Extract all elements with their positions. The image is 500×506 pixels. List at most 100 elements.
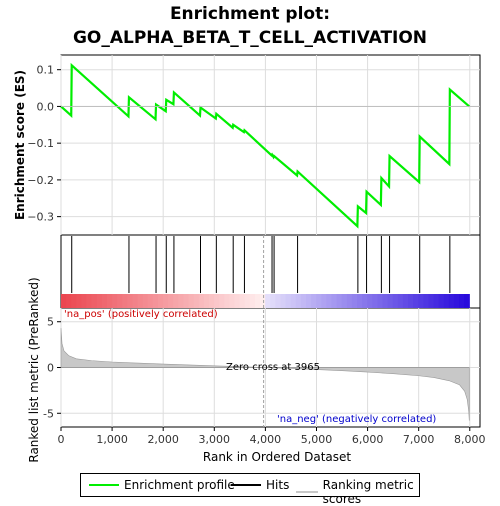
es-y-tick-label: −0.3	[27, 211, 54, 224]
heatmap-cell	[152, 294, 159, 308]
heatmap-cell	[351, 294, 358, 308]
es-gridlines	[60, 55, 480, 235]
heatmap-cell	[305, 294, 312, 308]
heatmap-cell	[76, 294, 83, 308]
heatmap-cell	[265, 294, 271, 308]
es-polyline	[60, 62, 470, 229]
heatmap-cell	[66, 294, 72, 308]
heatmap-cell	[459, 294, 465, 308]
heatmap-cell	[443, 294, 450, 308]
heatmap-cell	[106, 294, 113, 308]
hit-marks	[71, 236, 451, 293]
heatmap-cell	[336, 294, 343, 308]
heatmap-cell	[147, 294, 154, 308]
heatmap-cell	[254, 294, 261, 308]
heatmap-cell	[168, 294, 174, 308]
x-tick-label: 2,000	[147, 433, 179, 446]
es-y-tick-label: −0.1	[27, 137, 54, 150]
heatmap-cell	[418, 294, 424, 308]
x-tick-label: 1,000	[96, 433, 128, 446]
heatmap-cell	[270, 294, 276, 308]
heatmap-cell	[392, 294, 399, 308]
legend-hits-label: Hits	[266, 478, 290, 492]
es-y-tick-label: 0.0	[37, 100, 55, 113]
heatmap-cell	[356, 294, 363, 308]
heatmap-cell	[275, 294, 282, 308]
legend-hits: Hits	[231, 478, 289, 492]
legend-hits-swatch	[231, 484, 261, 486]
heatmap-cell	[428, 294, 435, 308]
heatmap-cell	[362, 294, 368, 308]
metric-y-tick-label: 5	[47, 316, 54, 329]
x-tick-label: 4,000	[250, 433, 282, 446]
heatmap-cell	[193, 294, 200, 308]
heatmap-cell	[112, 294, 118, 308]
metric-y-tick-label: -5	[43, 407, 54, 420]
neg-correlated-label: 'na_neg' (negatively correlated)	[277, 414, 436, 425]
x-ticks: 0 1,000 2,000 3,000 4,000 5,000 6,000 7,000 8,00…	[58, 427, 486, 446]
heatmap-cell	[61, 294, 67, 308]
heatmap-cell	[311, 294, 317, 308]
heatmap-cell	[372, 294, 379, 308]
heatmap-cell	[101, 294, 108, 308]
heatmap-cell	[423, 294, 430, 308]
metric-y-ticks: 5 0 -5	[43, 316, 61, 420]
metric-area-path	[60, 328, 470, 421]
chart-title-line2: GO_ALPHA_BETA_T_CELL_ACTIVATION	[72, 28, 428, 48]
legend: Enrichment profile Hits Ranking metric s…	[80, 473, 420, 506]
heatmap-cell	[367, 294, 373, 308]
heatmap-cell	[280, 294, 287, 308]
legend-ranking-label: Ranking metric scores	[322, 478, 414, 506]
heatmap-cell	[464, 294, 470, 308]
heatmap-cell	[453, 294, 460, 308]
heatmap-cell	[387, 294, 394, 308]
heatmap-cell	[132, 294, 139, 308]
heatmap-cell	[224, 294, 231, 308]
x-tick-label: 3,000	[199, 433, 231, 446]
heatmap-cell	[96, 294, 103, 308]
x-tick-label: 5,000	[301, 433, 333, 446]
x-tick-label: 7,000	[403, 433, 435, 446]
chart-title-line1: Enrichment plot:	[169, 4, 331, 24]
legend-enrichment: Enrichment profile	[89, 478, 235, 492]
metric-y-tick-label: 0	[47, 362, 54, 375]
heatmap-cell	[321, 294, 327, 308]
metric-y-axis-label: Ranked list metric (PreRanked)	[27, 277, 41, 462]
legend-enrichment-label: Enrichment profile	[124, 478, 235, 492]
heatmap-cell	[229, 294, 236, 308]
x-tick-label: 0	[58, 433, 65, 446]
heatmap-cell	[346, 294, 353, 308]
heatmap-cell	[413, 294, 419, 308]
heatmap-cell	[178, 294, 185, 308]
es-y-tick-label: 0.1	[37, 64, 55, 77]
heatmap-cell	[117, 294, 123, 308]
heatmap-cell	[173, 294, 179, 308]
heatmap-cell	[86, 294, 93, 308]
heatmap-cell	[397, 294, 404, 308]
heatmap-cell	[402, 294, 409, 308]
heatmap-cell	[157, 294, 164, 308]
heatmap-cell	[433, 294, 440, 308]
legend-ranking-swatch	[296, 491, 318, 493]
pos-correlated-label: 'na_pos' (positively correlated)	[64, 309, 218, 320]
legend-ranking: Ranking metric scores	[296, 478, 419, 506]
heatmap-cell	[290, 294, 297, 308]
heatmap-cell	[326, 294, 333, 308]
heatmap-cell	[260, 294, 266, 308]
heatmap-cell	[244, 294, 251, 308]
es-panel-frame	[60, 54, 481, 236]
heatmap-cell	[81, 294, 88, 308]
heatmap-cell	[331, 294, 338, 308]
heatmap-cell	[91, 294, 98, 308]
heatmap-cell	[163, 294, 169, 308]
x-axis-label: Rank in Ordered Dataset	[203, 450, 351, 464]
heatmap-cell	[142, 294, 149, 308]
heatmap-cell	[285, 294, 292, 308]
heatmap-cell	[341, 294, 348, 308]
heatmap-cell	[295, 294, 302, 308]
ranking-heatmap-bar	[61, 294, 470, 308]
es-y-axis-label: Enrichment score (ES)	[13, 70, 27, 220]
metric-area	[60, 235, 470, 427]
heatmap-cell	[408, 294, 414, 308]
